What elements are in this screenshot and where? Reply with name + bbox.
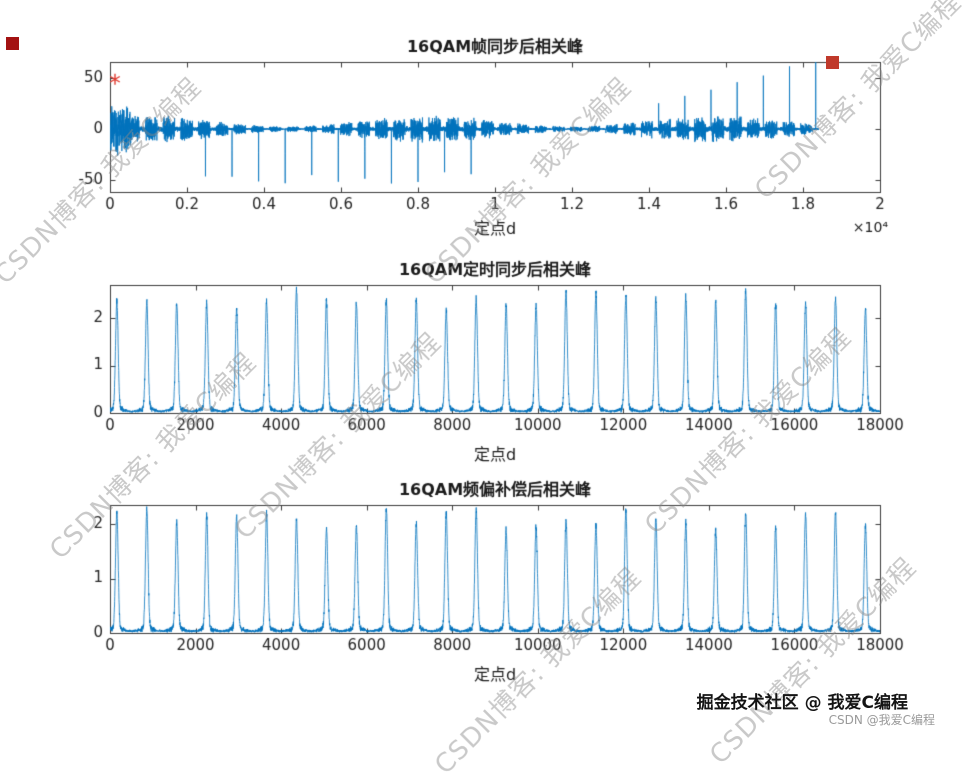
chart-freq-offset-canvas bbox=[0, 478, 980, 696]
chart-frame-sync-canvas bbox=[0, 18, 980, 258]
csdn-attribution: CSDN @我爱C编程 bbox=[828, 713, 935, 727]
watermark-red-square bbox=[6, 37, 19, 50]
juejin-attribution: 掘金技术社区 @ 我爱C编程 bbox=[696, 693, 908, 713]
watermark-red-square bbox=[826, 56, 839, 69]
chart-timing-sync-canvas bbox=[0, 258, 980, 476]
